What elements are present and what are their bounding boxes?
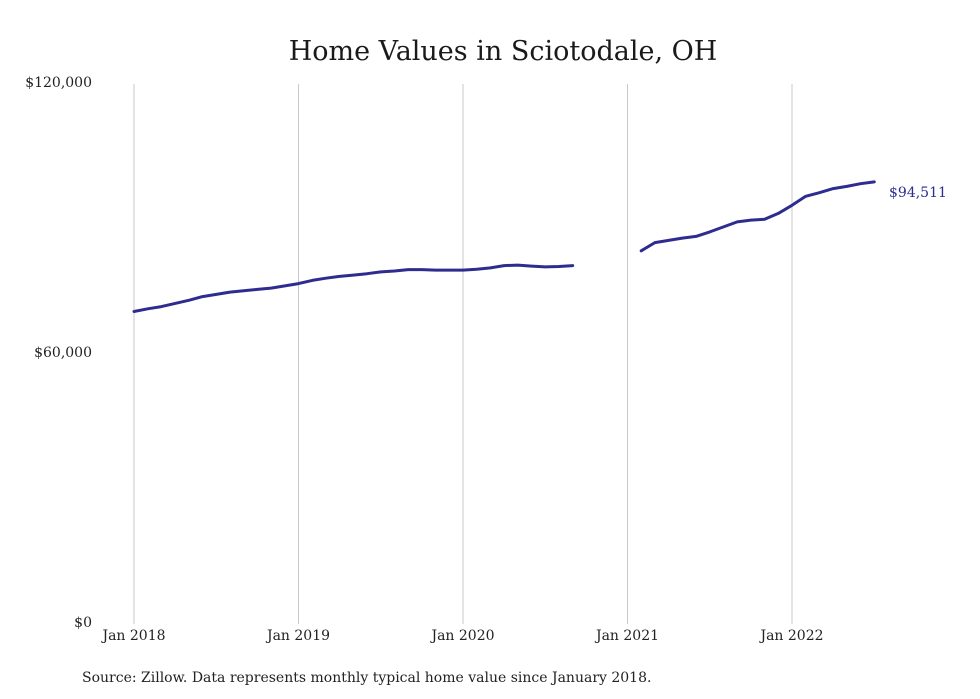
x-axis-ticks: Jan 2018 Jan 2019 Jan 2020 Jan 2021 Jan 2022 bbox=[100, 628, 823, 644]
y-tick-label-1: $60,000 bbox=[34, 345, 92, 361]
y-tick-label-0: $0 bbox=[74, 615, 92, 631]
grid-lines bbox=[133, 84, 793, 624]
series-line-segment-0 bbox=[132, 263, 575, 313]
x-tick-label-4: Jan 2022 bbox=[758, 628, 823, 644]
y-tick-label-2: $120,000 bbox=[25, 75, 92, 91]
x-tick-label-3: Jan 2021 bbox=[594, 628, 659, 644]
series-line-segment-1 bbox=[639, 180, 876, 253]
source-note: Source: Zillow. Data represents monthly … bbox=[82, 670, 651, 686]
x-tick-label-0: Jan 2018 bbox=[100, 628, 165, 644]
x-tick-label-2: Jan 2020 bbox=[429, 628, 494, 644]
x-tick-label-1: Jan 2019 bbox=[265, 628, 330, 644]
chart-title: Home Values in Sciotodale, OH bbox=[289, 36, 718, 67]
series-home-value bbox=[132, 180, 876, 313]
end-value-label: $94,511 bbox=[889, 185, 947, 201]
y-axis-ticks: $0 $60,000 $120,000 bbox=[25, 75, 92, 631]
